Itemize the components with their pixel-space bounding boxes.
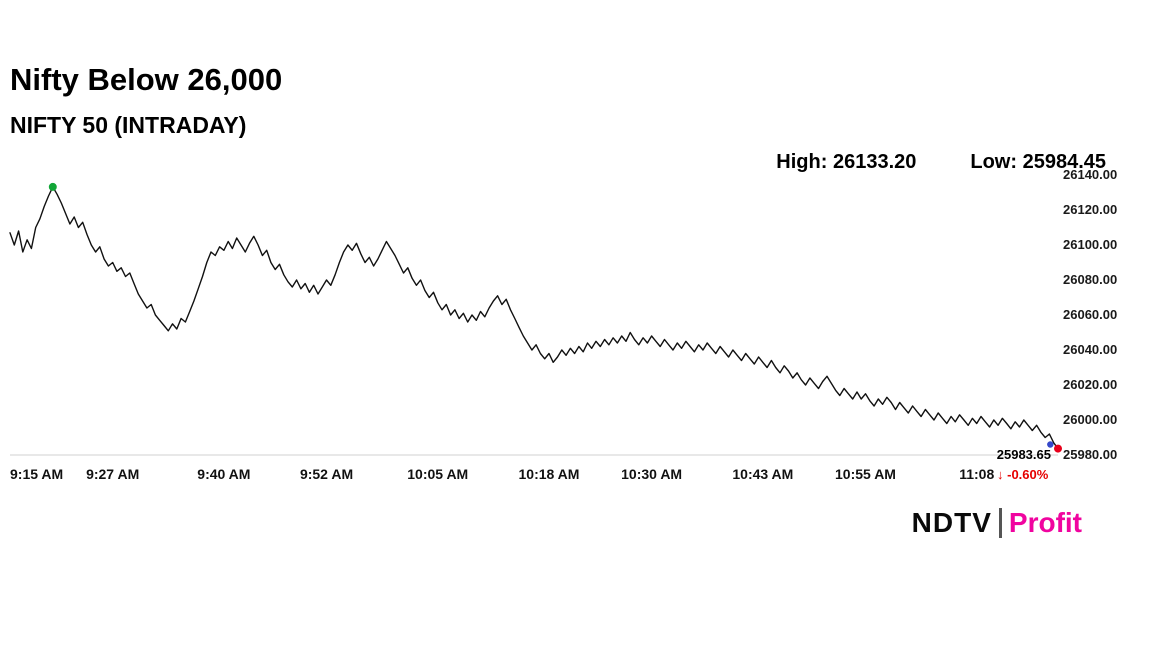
y-axis-tick-label: 25980.00 — [1063, 447, 1118, 462]
chart-markers — [48, 182, 1062, 453]
x-axis-tick-label: 10:30 AM — [621, 466, 683, 482]
x-axis-tick-label: 9:15 AM — [10, 466, 64, 482]
y-axis-tick-label: 26080.00 — [1063, 272, 1118, 287]
chart-title: Nifty Below 26,000 — [10, 62, 283, 97]
session-high-label: High: 26133.20 — [776, 151, 917, 173]
x-axis-tick-label: 10:55 AM — [835, 466, 896, 482]
x-axis-tick-label: 9:52 AM — [299, 466, 354, 482]
x-axis-tick-label: 10:18 AM — [518, 466, 580, 482]
x-axis-tick-label: 9:40 AM — [197, 466, 251, 482]
high-low-row: High: 26133.20 Low: 25984.45 — [776, 151, 1106, 174]
x-axis-tick-label: 9:27 AM — [86, 466, 140, 482]
x-axis-tick-label: 10:43 AM — [732, 466, 794, 482]
pre-close-dot — [1047, 441, 1054, 448]
last-change-label: ↓ -0.60% — [997, 467, 1049, 482]
y-axis-tick-label: 26140.00 — [1063, 167, 1118, 182]
y-axis-tick-label: 26120.00 — [1063, 202, 1118, 217]
y-axis-tick-label: 26100.00 — [1063, 237, 1118, 252]
session-low-label: Low: 25984.45 — [970, 151, 1106, 173]
last-price-dot — [1054, 444, 1062, 453]
last-price-label: 25983.65 — [996, 447, 1051, 462]
price-line — [9, 186, 1059, 450]
y-axis-tick-label: 26000.00 — [1063, 412, 1118, 427]
y-axis-tick-label: 26060.00 — [1063, 307, 1118, 322]
logo-separator-bar — [998, 508, 1002, 538]
ndtv-wordmark: NDTV — [911, 507, 992, 538]
x-axis-tick-label: 10:05 AM — [407, 466, 469, 482]
chart-subtitle: NIFTY 50 (INTRADAY) — [10, 112, 247, 138]
x-axis-tick-label: 11:08 — [959, 466, 995, 482]
y-axis-tick-label: 26020.00 — [1063, 377, 1118, 392]
ndtv-profit-logo: NDTV Profit — [912, 507, 1082, 539]
session-high-dot — [48, 182, 57, 191]
profit-wordmark: Profit — [1008, 507, 1082, 538]
y-axis-tick-label: 26040.00 — [1063, 342, 1118, 357]
